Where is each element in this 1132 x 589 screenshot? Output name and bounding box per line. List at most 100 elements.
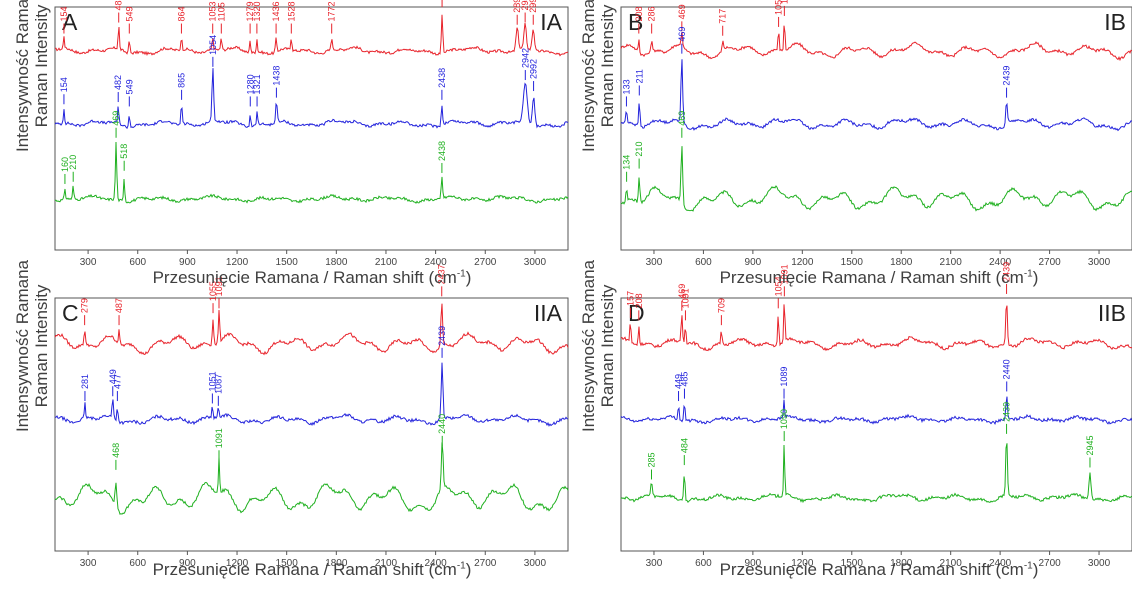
x-tick-label: 300 xyxy=(80,257,97,268)
peak-label: 482 xyxy=(113,75,123,90)
x-tick-label: 900 xyxy=(179,558,196,569)
x-axis-label-sup: -1 xyxy=(456,560,466,572)
peak-label: 449 xyxy=(674,374,684,389)
y-axis-label-right-top: Intensywność Ramana Raman Intensity xyxy=(579,0,617,181)
peak-label: 1772 xyxy=(327,2,337,22)
x-axis-label-c: Przesunięcie Ramana / Raman shift (cm-1) xyxy=(52,560,572,580)
peak-label: 1320 xyxy=(252,2,262,22)
peak-label: 2439 xyxy=(1002,262,1012,282)
panel-b: 300 600 900 1200 1500 1800 2100 2400 2700 3000 B IB… xyxy=(620,0,1132,268)
peak-label: 709 xyxy=(716,298,726,313)
x-tick-label: 2400 xyxy=(424,257,447,268)
series-line-green xyxy=(54,141,569,204)
y-axis-label-line1: Intensywność Ramana xyxy=(579,260,598,432)
panel-tag: IB xyxy=(1104,9,1126,35)
x-tick-label: 2100 xyxy=(940,558,963,569)
y-axis-label-left-top: Intensywność Ramana Raman Intensity xyxy=(13,0,51,181)
x-tick-label: 1800 xyxy=(890,558,913,569)
panel-letter: A xyxy=(62,9,78,35)
peak-label: 449 xyxy=(108,369,118,384)
peak-label: 518 xyxy=(119,144,129,159)
panel-letter: C xyxy=(62,300,79,326)
peak-label: 1056 xyxy=(774,0,784,15)
peak-label: 211 xyxy=(634,69,644,83)
x-tick-label: 1800 xyxy=(325,558,348,569)
peak-label: 469 xyxy=(677,27,687,42)
x-tick-label: 1200 xyxy=(791,257,814,268)
panel-c: 300 600 900 1200 1500 1800 2100 2400 2700 3000 C II… xyxy=(54,264,569,569)
series-line-red xyxy=(54,303,569,356)
x-tick-label: 600 xyxy=(129,257,146,268)
x-tick-label: 3000 xyxy=(1088,257,1111,268)
peak-label: 2437 xyxy=(437,264,447,284)
peak-label: 2439 xyxy=(1002,66,1012,86)
plot-frame xyxy=(620,297,1132,552)
x-tick-label: 1500 xyxy=(841,558,864,569)
peak-label: 1528 xyxy=(286,2,296,22)
x-tick-label: 2400 xyxy=(989,257,1012,268)
x-tick-label: 2100 xyxy=(375,257,398,268)
x-tick-label: 1500 xyxy=(276,558,299,569)
peak-label: 1091 xyxy=(214,276,224,296)
peak-label: 208 xyxy=(634,7,644,22)
peak-label: 469 xyxy=(677,4,687,19)
x-tick-label: 1800 xyxy=(325,257,348,268)
x-tick-label: 2400 xyxy=(989,558,1012,569)
y-axis-label-line1: Intensywność Ramana xyxy=(579,0,598,152)
peak-label: 485 xyxy=(679,372,689,387)
peak-label: 1053 xyxy=(208,2,218,22)
x-axis-label-end: ) xyxy=(1032,268,1039,287)
peak-label: 279 xyxy=(80,298,90,313)
peak-label: 2440 xyxy=(437,414,447,434)
x-axis-label-main: Przesunięcie Ramana / Raman shift (cm xyxy=(719,560,1024,579)
peak-label: 2438 xyxy=(437,141,447,161)
panel-d: 300 600 900 1200 1500 1800 2100 2400 2700 3000 D II… xyxy=(620,262,1132,569)
y-axis-label-left-bottom: Intensywność Ramana Raman Intensity xyxy=(13,231,51,461)
x-axis-label-d: Przesunięcie Ramana / Raman shift (cm-1) xyxy=(619,560,1132,580)
peak-label: 133 xyxy=(621,79,631,94)
x-tick-label: 600 xyxy=(695,558,712,569)
x-axis-label-a: Przesunięcie Ramana / Raman shift (cm-1) xyxy=(52,268,572,288)
panel-tag: IIB xyxy=(1098,300,1126,326)
peak-label: 2438 xyxy=(437,68,447,88)
peak-label: 2439 xyxy=(1002,402,1012,422)
peak-label: 469 xyxy=(111,111,121,126)
series-line-green xyxy=(54,442,569,515)
series-line-blue xyxy=(55,362,569,427)
peak-label: 2945 xyxy=(1085,435,1095,455)
x-axis-label-main: Przesunięcie Ramana / Raman shift (cm xyxy=(719,268,1024,287)
series-line-green xyxy=(620,443,1132,504)
peak-label: 2990 xyxy=(528,0,538,13)
x-tick-label: 2700 xyxy=(474,257,497,268)
y-axis-label-line1: Intensywność Ramana xyxy=(13,0,32,152)
peak-label: 210 xyxy=(634,142,644,157)
peak-label: 1054 xyxy=(208,35,218,55)
peak-label: 1055 xyxy=(208,281,218,301)
peak-label: 1436 xyxy=(271,2,281,22)
y-axis-label-line1: Intensywność Ramana xyxy=(13,260,32,432)
peak-label: 549 xyxy=(124,79,134,94)
x-axis-label-end: ) xyxy=(465,268,472,287)
peak-label: 1091 xyxy=(779,264,789,284)
x-tick-label: 1500 xyxy=(841,257,864,268)
plot-frame xyxy=(620,6,1132,251)
x-tick-label: 2700 xyxy=(474,558,497,569)
x-axis-label-end: ) xyxy=(465,560,472,579)
peak-label: 1105 xyxy=(216,2,226,21)
series-line-blue xyxy=(54,68,569,130)
peak-label: 1279 xyxy=(245,2,255,22)
x-tick-label: 1200 xyxy=(226,257,249,268)
peak-label: 469 xyxy=(677,111,687,126)
x-tick-label: 2700 xyxy=(1038,257,1061,268)
x-tick-label: 2700 xyxy=(1038,558,1061,569)
peak-label: 468 xyxy=(111,443,121,458)
x-axis-label-end: ) xyxy=(1032,560,1039,579)
series-line-blue xyxy=(620,396,1132,425)
peak-label: 2440 xyxy=(1002,359,1012,379)
panel-tag: IA xyxy=(540,9,562,35)
peak-label: 717 xyxy=(718,9,728,24)
y-axis-label-right-bottom: Intensywność Ramana Raman Intensity xyxy=(579,231,617,461)
peak-label: 281 xyxy=(80,374,90,389)
peak-label: 1091 xyxy=(680,288,690,308)
x-tick-label: 600 xyxy=(695,257,712,268)
